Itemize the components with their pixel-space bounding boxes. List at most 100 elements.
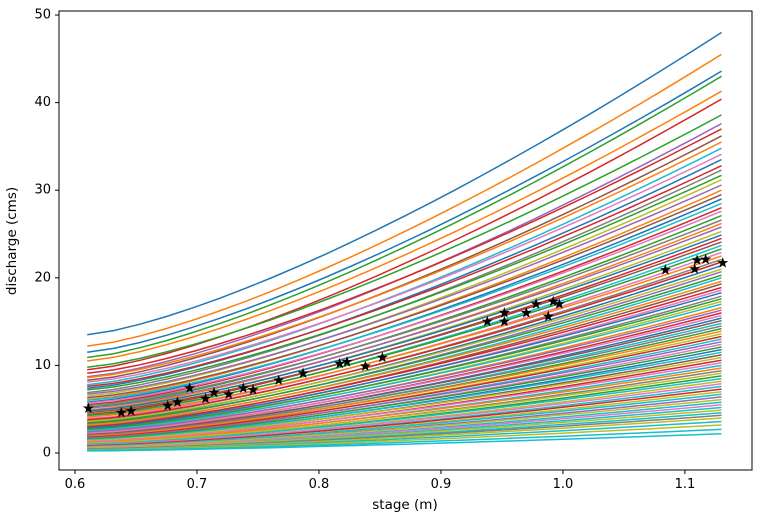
rating-curve-line bbox=[87, 268, 722, 423]
observations-group bbox=[82, 253, 729, 418]
observation-marker bbox=[700, 253, 712, 265]
rating-curve-line bbox=[87, 388, 722, 447]
observation-marker bbox=[273, 374, 285, 385]
rating-curve-line bbox=[87, 174, 722, 391]
rating-curve-line bbox=[87, 383, 722, 446]
rating-curve-line bbox=[87, 165, 722, 388]
observation-marker bbox=[184, 382, 196, 393]
rating-curve-line bbox=[87, 286, 722, 428]
rating-curve-line bbox=[87, 193, 722, 399]
observation-marker bbox=[297, 367, 309, 378]
rating-curve-line bbox=[87, 226, 722, 410]
rating-curve-line bbox=[87, 409, 722, 450]
rating-curve-line bbox=[87, 432, 722, 452]
observation-marker bbox=[542, 310, 554, 321]
rating-curve-line bbox=[87, 75, 722, 359]
observation-marker bbox=[334, 357, 346, 369]
y-tick-label: 0 bbox=[43, 446, 51, 461]
observation-marker bbox=[200, 392, 211, 404]
observation-marker bbox=[376, 351, 388, 363]
x-tick-label: 1.1 bbox=[675, 477, 696, 492]
rating-curve-line bbox=[87, 372, 722, 445]
rating-curve-line bbox=[87, 128, 722, 375]
rating-curve-line bbox=[87, 356, 722, 442]
rating-curve-line bbox=[87, 210, 722, 404]
rating-curve-line bbox=[87, 393, 722, 448]
y-tick-label: 20 bbox=[34, 270, 51, 285]
rating-curve-line bbox=[87, 31, 722, 336]
rating-curve-line bbox=[87, 309, 722, 433]
rating-curve-line bbox=[87, 398, 722, 448]
rating-curve-line bbox=[87, 291, 722, 429]
observation-marker bbox=[498, 307, 510, 318]
observation-marker bbox=[481, 315, 493, 327]
rating-curve-line bbox=[87, 153, 722, 383]
rating-curve-line bbox=[87, 98, 722, 371]
observation-marker bbox=[162, 399, 174, 411]
rating-curve-line bbox=[87, 158, 722, 389]
y-tick-label: 50 bbox=[34, 8, 51, 23]
axes-ticks-group: 0.6 0.7 0.8 0.9 1.0 1.1 0 10 20 30 40 50 bbox=[34, 8, 695, 492]
observation-marker bbox=[359, 360, 371, 371]
rating-curve-line bbox=[87, 346, 722, 440]
rating-curve-line bbox=[87, 280, 722, 426]
rating-curve-line bbox=[87, 362, 722, 443]
rating-curve-line bbox=[87, 330, 722, 438]
rating-curve-line bbox=[87, 351, 722, 441]
observation-marker bbox=[689, 263, 701, 274]
rating-curves-group bbox=[87, 31, 722, 452]
rating-curve-line bbox=[87, 298, 722, 431]
rating-curve-line bbox=[87, 414, 722, 450]
observation-marker bbox=[82, 402, 94, 413]
x-axis-label: stage (m) bbox=[372, 497, 437, 513]
x-tick-label: 0.7 bbox=[187, 477, 208, 492]
observation-marker bbox=[659, 264, 671, 275]
observation-marker bbox=[547, 295, 559, 307]
observation-marker bbox=[247, 384, 259, 395]
rating-curve-line bbox=[87, 90, 722, 362]
observation-marker bbox=[223, 388, 235, 399]
observation-marker bbox=[691, 254, 703, 265]
rating-curve-line bbox=[87, 261, 722, 421]
rating-curve-line bbox=[87, 179, 722, 397]
y-axis-label: discharge (cms) bbox=[4, 187, 20, 295]
rating-curve-line bbox=[87, 303, 722, 432]
observation-marker bbox=[208, 386, 220, 398]
rating-curve-line bbox=[87, 70, 722, 354]
x-tick-label: 1.0 bbox=[553, 477, 574, 492]
rating-curve-line bbox=[87, 141, 722, 379]
rating-curve-line bbox=[87, 114, 722, 368]
rating-curve-line bbox=[87, 314, 722, 435]
plot-border bbox=[58, 10, 753, 471]
rating-curve-line bbox=[87, 335, 722, 438]
observation-marker bbox=[717, 257, 729, 268]
y-tick-label: 30 bbox=[34, 183, 51, 198]
rating-curve-line bbox=[87, 367, 722, 444]
rating-curve-line bbox=[87, 341, 722, 439]
observation-marker bbox=[237, 382, 249, 393]
rating-curve-line bbox=[87, 404, 722, 449]
rating-curve-line bbox=[87, 255, 722, 418]
observation-marker bbox=[498, 315, 510, 327]
observation-marker bbox=[171, 396, 183, 407]
x-tick-label: 0.9 bbox=[431, 477, 452, 492]
rating-curve-line bbox=[87, 234, 722, 412]
y-tick-label: 40 bbox=[34, 95, 51, 110]
rating-curve-line bbox=[87, 325, 722, 437]
rating-curve-line bbox=[87, 53, 722, 347]
x-tick-label: 0.6 bbox=[65, 477, 86, 492]
rating-curve-line bbox=[87, 184, 722, 396]
observation-marker bbox=[125, 405, 137, 416]
rating-curve-line bbox=[87, 319, 722, 436]
rating-curve-line bbox=[87, 241, 722, 414]
rating-curve-line bbox=[87, 248, 722, 417]
x-tick-label: 0.8 bbox=[309, 477, 330, 492]
y-tick-label: 10 bbox=[34, 358, 51, 373]
observation-marker bbox=[115, 406, 127, 418]
rating-curve-line bbox=[87, 274, 722, 424]
observation-marker bbox=[520, 307, 532, 318]
rating-curve-line bbox=[87, 219, 722, 407]
rating-curve-line bbox=[87, 202, 722, 402]
